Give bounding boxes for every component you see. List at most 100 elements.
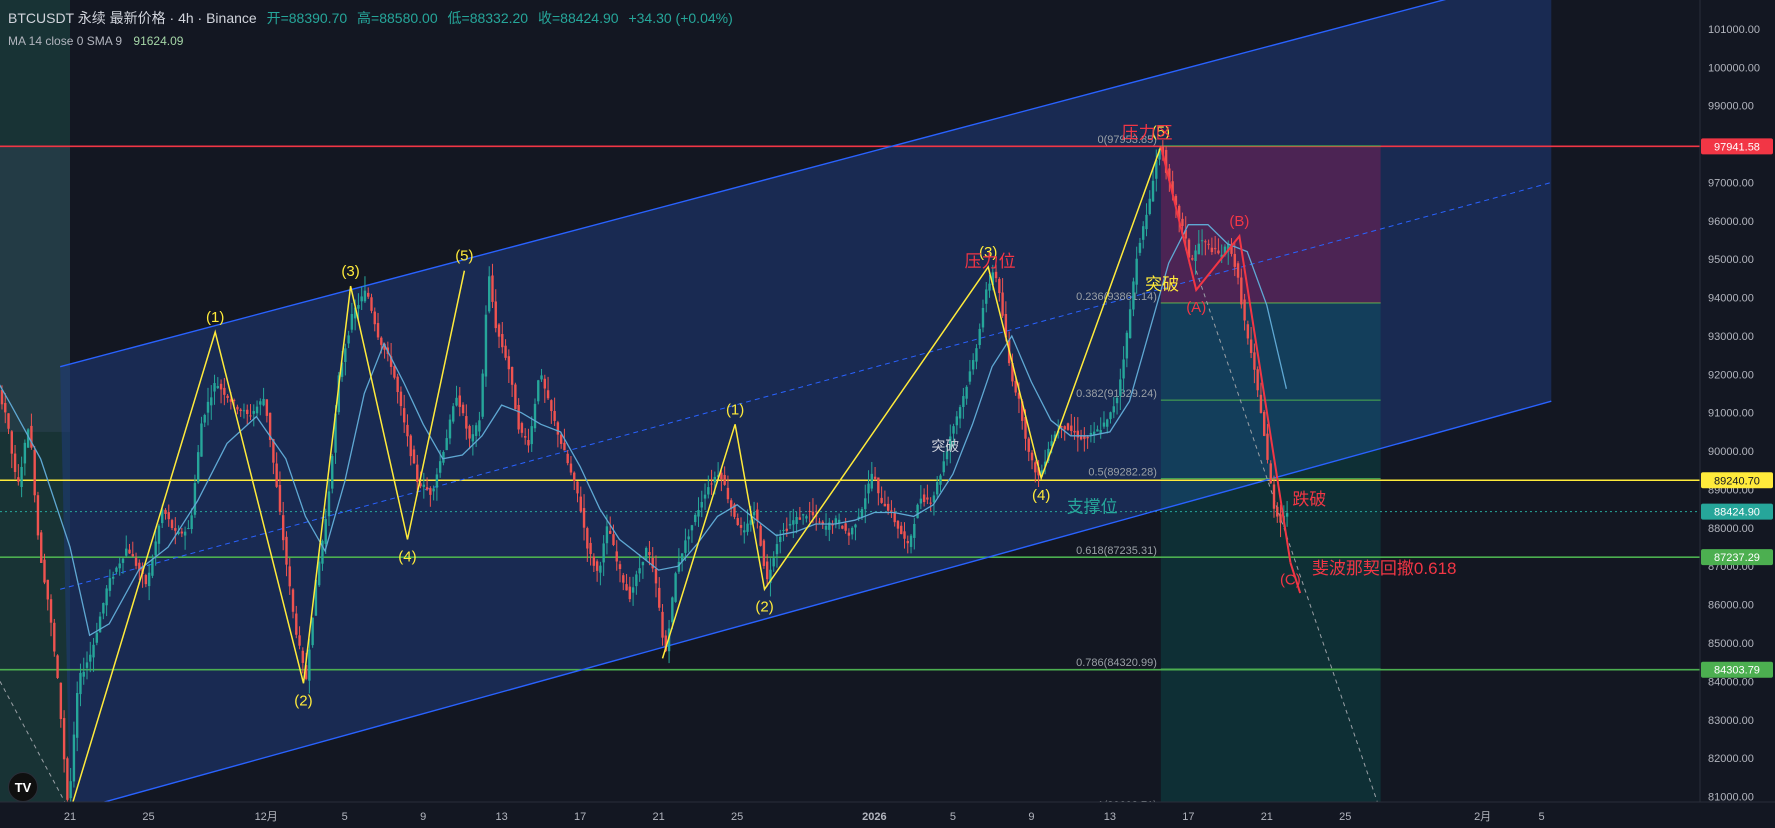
candle-body xyxy=(628,586,632,600)
candle-body xyxy=(275,463,278,487)
chart-annotation: 压力区 xyxy=(1122,123,1173,142)
candle-body xyxy=(409,435,412,457)
candle-body xyxy=(501,334,504,348)
candle-body xyxy=(1168,168,1171,181)
candle-body xyxy=(883,503,887,507)
candle-body xyxy=(667,628,671,652)
candle-body xyxy=(988,283,991,291)
time-tick-label: 25 xyxy=(731,811,743,823)
candle-body xyxy=(1204,241,1207,243)
candle-body xyxy=(978,328,981,346)
indicator-value: 91624.09 xyxy=(133,34,184,48)
candle-body xyxy=(1230,244,1233,254)
candle-body xyxy=(811,511,815,516)
candle-body xyxy=(635,574,638,587)
candle-body xyxy=(360,296,363,302)
candle-body xyxy=(877,477,880,494)
candle-body xyxy=(1187,239,1191,258)
candle-body xyxy=(125,548,128,556)
candle-body xyxy=(105,588,108,606)
price-tick-label: 95000.00 xyxy=(1708,254,1754,266)
candle-body xyxy=(419,483,422,487)
candle-body xyxy=(425,487,429,490)
candle-body xyxy=(664,635,667,651)
candle-body xyxy=(190,515,193,530)
candle-body xyxy=(10,431,13,454)
candle-body xyxy=(602,543,605,563)
candle-body xyxy=(723,474,726,485)
candle-body xyxy=(949,436,952,449)
candle-body xyxy=(1207,243,1210,245)
candle-body xyxy=(111,576,115,579)
price-level-tag xyxy=(1701,503,1773,520)
channel-upper-line xyxy=(60,0,1447,368)
candle-body xyxy=(1050,441,1053,446)
candle-body xyxy=(1227,243,1230,252)
candle-body xyxy=(1145,214,1148,230)
elliott-wave-line xyxy=(72,270,466,802)
candle-body xyxy=(824,525,828,530)
candle-body xyxy=(618,564,622,570)
candle-body xyxy=(455,397,458,406)
candle-body xyxy=(586,528,589,549)
candle-body xyxy=(20,466,23,488)
price-axis[interactable]: 102000.00101000.00100000.0099000.0098000… xyxy=(1699,0,1775,828)
candle-body xyxy=(821,521,824,525)
candle-body xyxy=(563,442,566,451)
chart-annotation: 压力位 xyxy=(965,252,1016,271)
candle-body xyxy=(1213,248,1217,250)
candle-body xyxy=(1266,433,1269,460)
fib-level-label: 0.618(87235.31) xyxy=(1076,545,1157,557)
candle-body xyxy=(353,307,357,319)
candle-body xyxy=(553,410,556,421)
candle-body xyxy=(759,525,762,546)
time-tick-label: 9 xyxy=(1028,811,1034,823)
candle-body xyxy=(1249,339,1253,353)
candle-body xyxy=(128,549,131,554)
candle-body xyxy=(62,718,66,760)
candle-body xyxy=(857,516,860,519)
candle-body xyxy=(1001,292,1004,316)
tradingview-logo-icon[interactable]: TV xyxy=(8,772,38,802)
candle-body xyxy=(569,463,573,473)
time-tick-label: 5 xyxy=(1538,811,1544,823)
time-tick-label: 21 xyxy=(652,811,664,823)
candle-body xyxy=(1047,448,1050,461)
candle-body xyxy=(1099,430,1102,434)
candle-body xyxy=(1125,332,1129,359)
time-axis[interactable]: 21 25 12月 5 9 13 17 21 25 2026 5 9 13 17 21 25 2月 5 xyxy=(0,801,1775,828)
candle-body xyxy=(43,559,46,583)
candle-body xyxy=(971,360,975,370)
price-tick-label: 92000.00 xyxy=(1708,369,1754,381)
candle-body xyxy=(497,324,501,337)
candle-body xyxy=(965,386,968,399)
candle-body xyxy=(138,562,141,571)
candle-body xyxy=(288,566,291,587)
symbol-title[interactable]: BTCUSDT 永续 最新价格 · 4h · Binance xyxy=(8,10,257,26)
candle-body xyxy=(92,644,95,658)
candle-body xyxy=(350,313,354,330)
candle-body xyxy=(520,423,524,433)
candle-body xyxy=(729,500,733,509)
candle-body xyxy=(674,573,677,602)
candle-body xyxy=(981,307,985,328)
candle-body xyxy=(523,436,527,438)
indicator-legend[interactable]: MA 14 close 0 SMA 9 91624.09 xyxy=(8,34,183,48)
candle-body xyxy=(749,520,753,525)
price-level-tag xyxy=(1701,472,1773,489)
candle-body xyxy=(494,301,497,329)
candle-body xyxy=(324,518,327,544)
candle-body xyxy=(452,406,455,422)
candle-body xyxy=(36,495,40,536)
candle-body xyxy=(272,439,275,463)
chart-annotation: 突破 xyxy=(1145,275,1179,294)
candle-body xyxy=(1269,463,1272,484)
candle-body xyxy=(383,343,386,350)
candle-body xyxy=(1066,423,1070,430)
candle-body xyxy=(582,508,586,528)
candle-body xyxy=(357,305,360,309)
candle-body xyxy=(726,487,730,500)
price-level-tag-label: 84303.79 xyxy=(1714,665,1760,677)
candle-body xyxy=(952,426,955,434)
